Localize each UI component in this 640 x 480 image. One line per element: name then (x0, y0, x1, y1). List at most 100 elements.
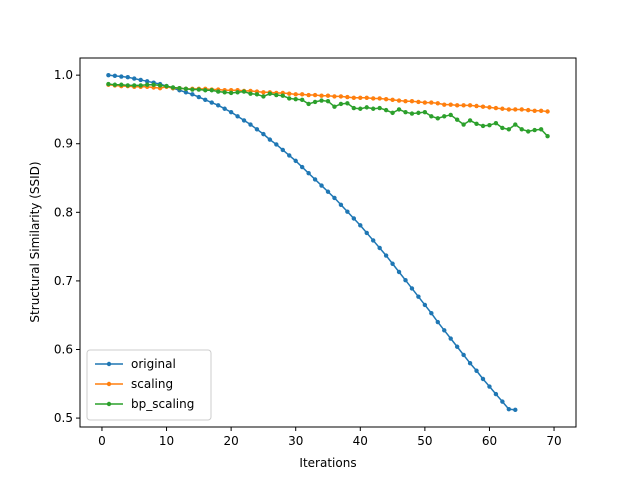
x-axis-label: Iterations (299, 456, 356, 470)
data-point-scaling (312, 92, 318, 98)
data-point-bp_scaling (383, 107, 389, 113)
data-point-original (138, 77, 143, 83)
data-point-scaling (338, 94, 344, 99)
y-tick-label: 0.5 (54, 411, 73, 425)
data-point-scaling (293, 92, 298, 97)
data-point-original (429, 310, 434, 316)
y-axis-label: Structural Similarity (SSID) (28, 161, 42, 322)
data-point-original (112, 73, 118, 79)
data-point-original (345, 209, 350, 214)
data-point-original (299, 164, 305, 170)
data-point-scaling (390, 97, 395, 103)
data-point-scaling (409, 99, 415, 104)
data-point-original (183, 90, 189, 95)
data-point-original (351, 216, 357, 221)
data-point-scaling (526, 107, 531, 113)
data-point-original (241, 118, 247, 123)
data-point-scaling (325, 93, 331, 98)
data-point-bp_scaling (177, 85, 182, 91)
data-point-bp_scaling (125, 83, 130, 88)
data-point-scaling (306, 92, 311, 98)
data-point-original (293, 158, 298, 164)
data-point-scaling (487, 105, 492, 110)
legend-entry-original: original (95, 357, 176, 371)
data-point-bp_scaling (493, 120, 499, 126)
y-tick-label: 0.7 (54, 274, 73, 288)
data-point-bp_scaling (112, 82, 118, 87)
data-point-original (513, 407, 518, 413)
data-point-scaling (513, 107, 518, 112)
data-point-scaling (351, 95, 357, 100)
data-point-bp_scaling (545, 133, 550, 139)
data-point-bp_scaling (526, 129, 531, 134)
data-point-scaling (332, 94, 337, 99)
data-point-scaling (396, 98, 402, 103)
data-point-bp_scaling (519, 127, 524, 132)
data-point-original (119, 74, 124, 79)
data-point-bp_scaling (532, 127, 537, 133)
data-point-scaling (448, 102, 453, 107)
data-point-scaling (474, 103, 479, 109)
data-point-bp_scaling (144, 82, 150, 87)
data-point-bp_scaling (396, 107, 402, 112)
data-point-scaling (383, 96, 389, 102)
data-point-original (222, 106, 227, 111)
plot-area (106, 72, 550, 413)
data-point-bp_scaling (299, 97, 305, 103)
legend-swatch-marker (106, 381, 112, 387)
data-point-bp_scaling (267, 91, 273, 96)
data-point-bp_scaling (513, 122, 518, 127)
data-point-scaling (435, 101, 440, 106)
x-tick-label: 0 (98, 434, 106, 448)
x-tick-label: 20 (223, 434, 238, 448)
data-point-bp_scaling (371, 106, 376, 111)
data-point-bp_scaling (448, 112, 453, 118)
data-point-original (454, 344, 460, 349)
data-point-bp_scaling (319, 98, 324, 103)
data-point-bp_scaling (377, 105, 382, 111)
data-point-bp_scaling (312, 99, 318, 105)
data-point-bp_scaling (487, 123, 492, 128)
data-point-scaling (467, 103, 473, 108)
data-point-original (332, 195, 337, 201)
data-point-bp_scaling (106, 81, 111, 87)
data-point-bp_scaling (241, 89, 247, 94)
data-point-bp_scaling (435, 116, 440, 121)
data-point-original (203, 97, 208, 103)
axes-frame (79, 57, 577, 428)
data-point-original (416, 294, 421, 299)
data-point-bp_scaling (170, 85, 176, 90)
legend-box (86, 349, 212, 421)
data-point-scaling (532, 108, 537, 114)
data-point-bp_scaling (228, 90, 234, 96)
data-point-bp_scaling (364, 105, 369, 110)
data-point-scaling (493, 105, 499, 111)
data-point-original (448, 336, 453, 341)
data-point-bp_scaling (287, 96, 292, 101)
legend-label: scaling (131, 377, 173, 391)
legend-label: bp_scaling (131, 397, 194, 411)
data-point-original (209, 100, 214, 105)
data-point-original (248, 122, 253, 127)
data-point-scaling (422, 100, 428, 105)
data-point-bp_scaling (467, 118, 473, 123)
data-point-original (383, 253, 389, 258)
data-point-original (287, 153, 292, 158)
data-point-bp_scaling (196, 87, 202, 92)
data-point-original (261, 131, 266, 137)
data-point-scaling (261, 90, 266, 95)
data-point-bp_scaling (351, 105, 357, 111)
data-point-original (280, 147, 285, 153)
data-point-original (364, 230, 369, 236)
data-point-original (274, 142, 279, 147)
data-point-bp_scaling (203, 88, 208, 93)
data-point-original (144, 79, 150, 84)
data-point-original (396, 269, 402, 275)
data-point-bp_scaling (254, 92, 260, 97)
data-point-original (196, 94, 202, 100)
data-point-original (106, 72, 111, 78)
data-point-bp_scaling (442, 114, 447, 119)
data-point-original (312, 177, 318, 182)
data-point-bp_scaling (132, 83, 137, 88)
